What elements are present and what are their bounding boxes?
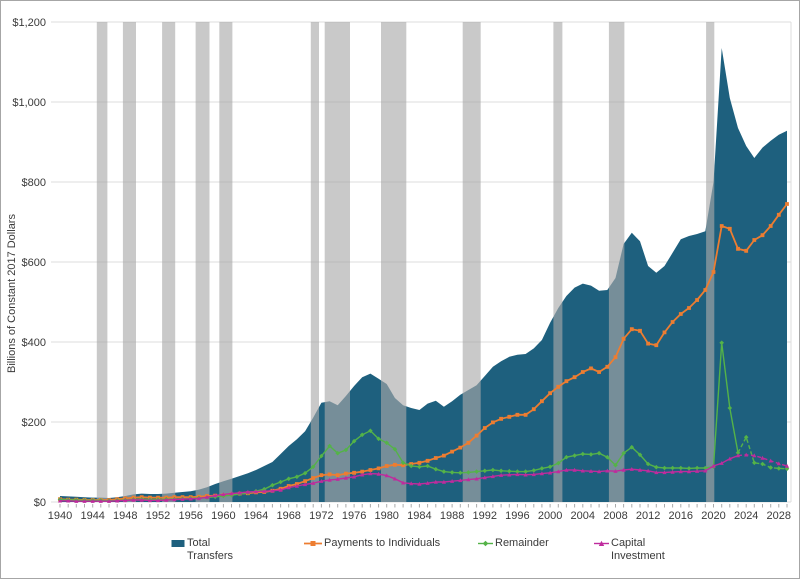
y-axis-title: Billions of Constant 2017 Dollars xyxy=(6,214,18,373)
capital-line-triangle-swatch-icon xyxy=(594,540,609,546)
x-tick-label: 1944 xyxy=(80,510,104,522)
recession-band xyxy=(219,22,233,502)
x-tick-label: 1976 xyxy=(342,510,366,522)
legend-label-capital-investment: Capital Investment xyxy=(611,537,665,562)
x-tick-label: 1956 xyxy=(178,510,202,522)
x-tick-label: 1964 xyxy=(244,510,268,522)
y-tick-label: $1,200 xyxy=(12,17,46,29)
capital-investment-line xyxy=(60,454,739,502)
legend-label-total-transfers: Total Transfers xyxy=(187,537,234,562)
y-tick-label: $0 xyxy=(34,497,46,509)
recession-band xyxy=(381,22,407,502)
x-tick-label: 1980 xyxy=(374,510,398,522)
recession-band xyxy=(462,22,481,502)
y-tick-label: $1,000 xyxy=(12,97,46,109)
recession-band xyxy=(162,22,176,502)
recession-band xyxy=(96,22,108,502)
recession-band xyxy=(324,22,350,502)
recession-band xyxy=(122,22,136,502)
x-tick-label: 2020 xyxy=(701,510,725,522)
legend-label-payments-to-individuals: Payments to Individuals xyxy=(324,537,441,549)
total-transfers-swatch-icon xyxy=(171,540,185,547)
y-tick-label: $400 xyxy=(22,337,46,349)
x-tick-label: 2000 xyxy=(538,510,562,522)
recession-band xyxy=(608,22,625,502)
recession-band xyxy=(310,22,319,502)
x-tick-label: 2028 xyxy=(767,510,791,522)
recession-band xyxy=(553,22,563,502)
y-tick-label: $600 xyxy=(22,257,46,269)
x-tick-label: 2016 xyxy=(669,510,693,522)
x-tick-label: 1968 xyxy=(276,510,300,522)
x-tick-label: 1952 xyxy=(146,510,170,522)
total-transfers-area xyxy=(60,48,787,502)
y-tick-label: $800 xyxy=(22,177,46,189)
legend-item-remainder: Remainder xyxy=(478,537,549,550)
y-tick-label: $200 xyxy=(22,417,46,429)
x-tick-label: 1992 xyxy=(473,510,497,522)
x-tick-label: 1940 xyxy=(48,510,72,522)
x-tick-label: 1960 xyxy=(211,510,235,522)
recession-band xyxy=(195,22,210,502)
x-tick-label: 2004 xyxy=(571,510,595,522)
legend-item-capital-investment: Capital Investment xyxy=(594,537,681,563)
legend-item-payments-to-individuals: Payments to Individuals xyxy=(304,537,440,550)
legend: Total Transfers Payments to Individuals … xyxy=(1,537,799,573)
x-tick-label: 2012 xyxy=(636,510,660,522)
remainder-line-diamond-swatch-icon xyxy=(478,540,493,547)
x-axis-ticks xyxy=(59,504,788,508)
recession-band xyxy=(706,22,715,502)
x-tick-label: 1984 xyxy=(407,510,431,522)
x-tick-label: 2024 xyxy=(734,510,758,522)
x-tick-label: 1972 xyxy=(309,510,333,522)
x-tick-label: 1948 xyxy=(113,510,137,522)
x-tick-label: 1988 xyxy=(440,510,464,522)
x-tick-label: 2008 xyxy=(603,510,627,522)
payments-line-square-swatch-icon xyxy=(304,541,322,546)
legend-item-total-transfers: Total Transfers xyxy=(171,537,257,563)
x-tick-label: 1996 xyxy=(505,510,529,522)
legend-label-remainder: Remainder xyxy=(495,537,549,549)
